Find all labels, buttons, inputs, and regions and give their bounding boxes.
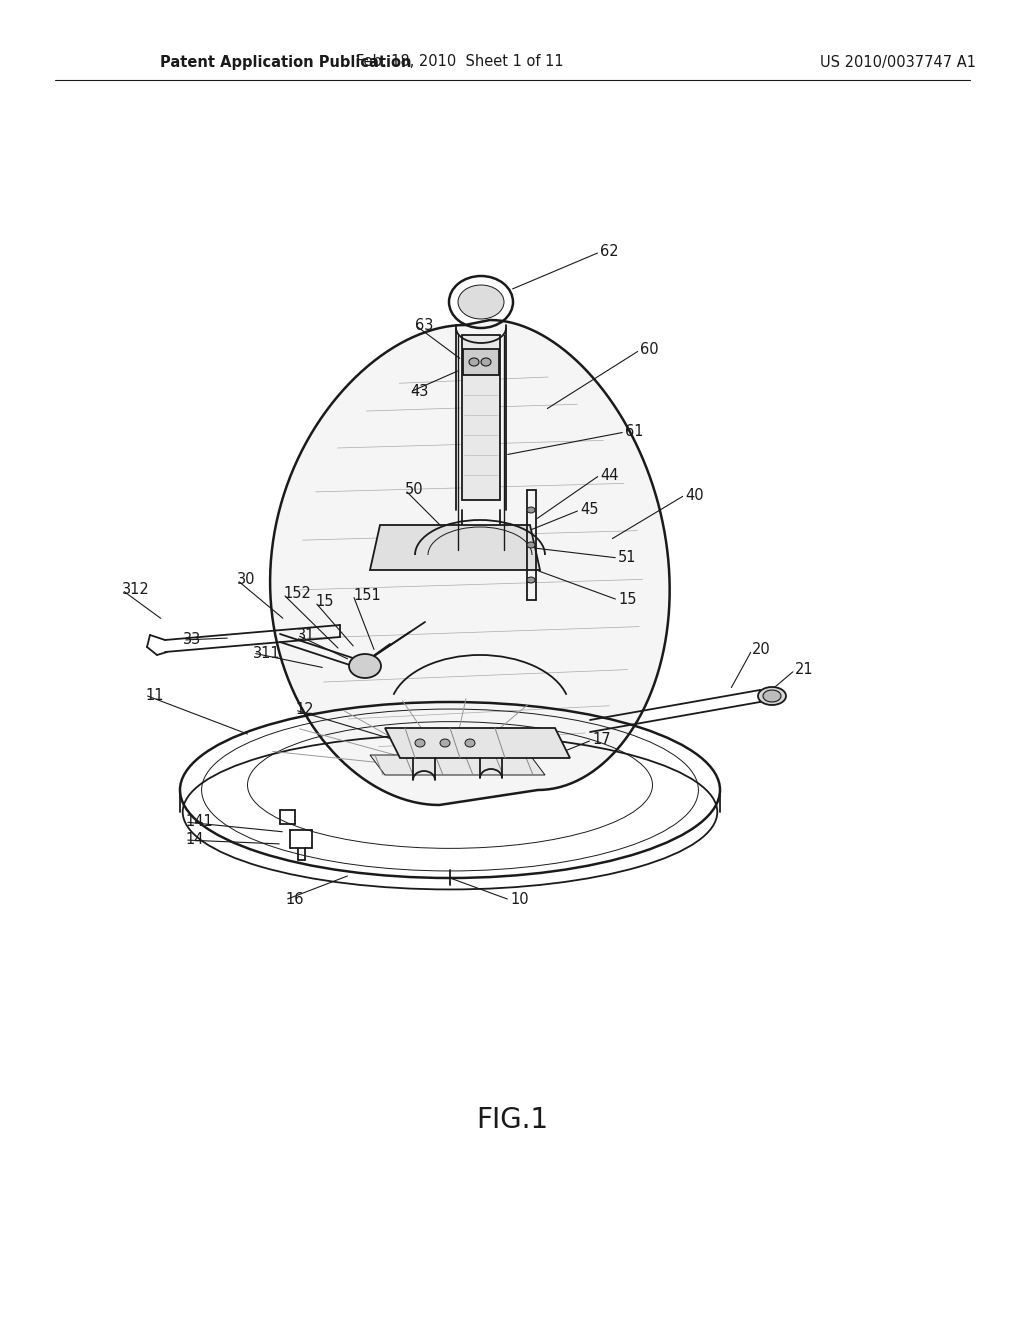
Text: 16: 16 [285,892,303,908]
Ellipse shape [415,739,425,747]
Ellipse shape [469,358,479,366]
Text: 62: 62 [600,244,618,260]
Text: 31: 31 [297,627,315,643]
Text: 11: 11 [145,688,164,702]
Text: 15: 15 [315,594,334,610]
Text: 15: 15 [618,593,637,607]
Ellipse shape [527,543,535,548]
Text: 311: 311 [253,645,281,660]
Polygon shape [462,335,500,500]
Ellipse shape [758,686,786,705]
Ellipse shape [465,739,475,747]
Text: 21: 21 [795,663,814,677]
Polygon shape [370,525,540,570]
Text: 10: 10 [510,892,528,908]
Text: 30: 30 [237,573,256,587]
Text: US 2010/0037747 A1: US 2010/0037747 A1 [820,54,976,70]
Text: 43: 43 [410,384,428,400]
Text: Feb. 18, 2010  Sheet 1 of 11: Feb. 18, 2010 Sheet 1 of 11 [356,54,564,70]
Polygon shape [370,755,545,775]
Ellipse shape [440,739,450,747]
Ellipse shape [527,577,535,583]
Text: 30: 30 [490,760,509,776]
Polygon shape [463,348,499,375]
Text: Patent Application Publication: Patent Application Publication [160,54,412,70]
Text: 40: 40 [685,487,703,503]
Text: 60: 60 [640,342,658,358]
Text: 63: 63 [415,318,433,333]
Text: 50: 50 [406,483,424,498]
Text: 45: 45 [580,503,598,517]
Text: 12: 12 [295,702,313,718]
Text: 44: 44 [600,467,618,483]
Ellipse shape [527,507,535,513]
Ellipse shape [349,653,381,678]
Text: FIG.1: FIG.1 [476,1106,548,1134]
Text: 61: 61 [625,425,643,440]
Text: 152: 152 [283,586,311,602]
Text: 312: 312 [122,582,150,598]
Text: 141: 141 [185,814,213,829]
Text: 51: 51 [618,550,637,565]
Ellipse shape [458,285,504,319]
Text: 17: 17 [592,733,610,747]
Polygon shape [385,729,570,758]
Text: 20: 20 [752,643,771,657]
Text: 14: 14 [185,833,204,847]
Text: 151: 151 [353,587,381,602]
Ellipse shape [481,358,490,366]
Text: 33: 33 [183,632,202,648]
Polygon shape [270,319,670,805]
Ellipse shape [763,690,781,702]
